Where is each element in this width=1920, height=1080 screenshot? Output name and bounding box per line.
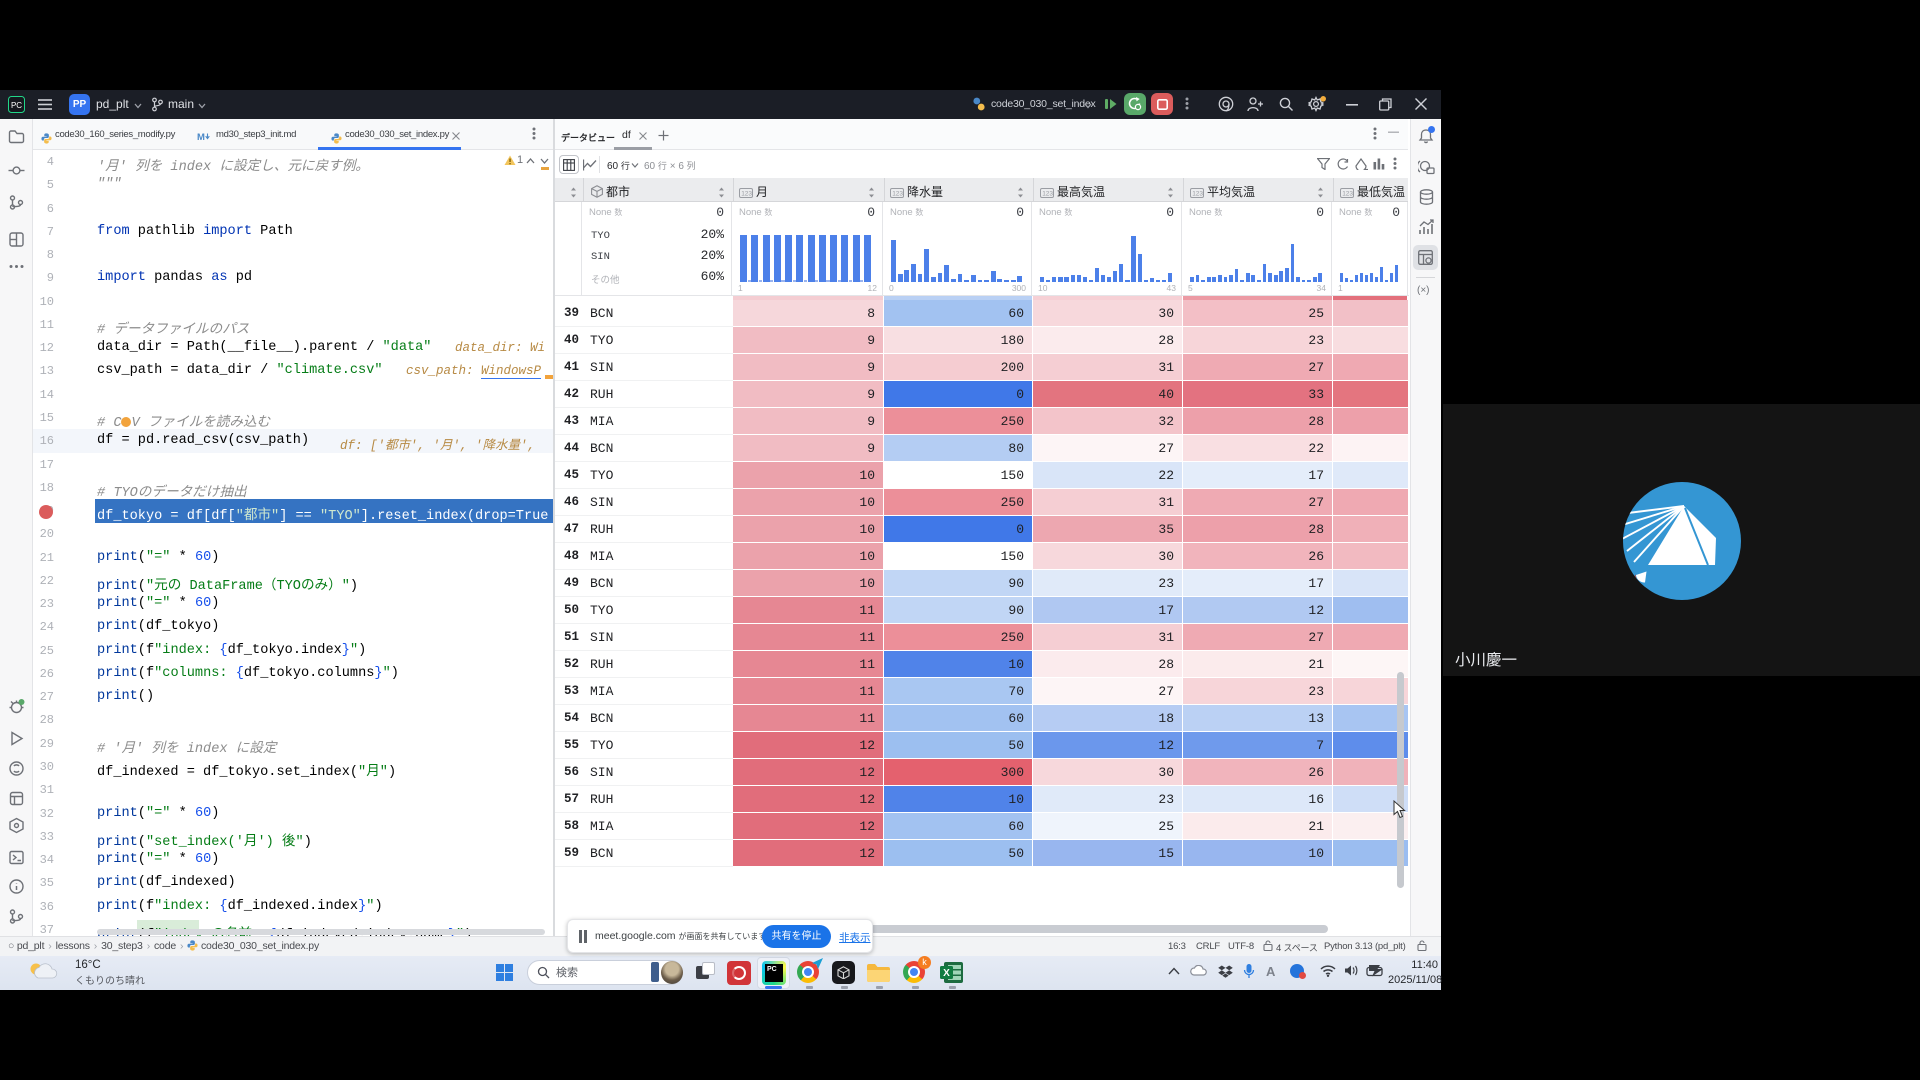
svg-text:X: X	[943, 968, 950, 979]
svg-text:PC: PC	[11, 101, 22, 110]
svg-text:123: 123	[1192, 191, 1203, 198]
svg-text:M: M	[197, 132, 205, 142]
svg-text:123: 123	[741, 191, 752, 198]
svg-text:123: 123	[1042, 191, 1053, 198]
svg-text:123: 123	[892, 191, 903, 198]
svg-text:123: 123	[1342, 191, 1353, 198]
